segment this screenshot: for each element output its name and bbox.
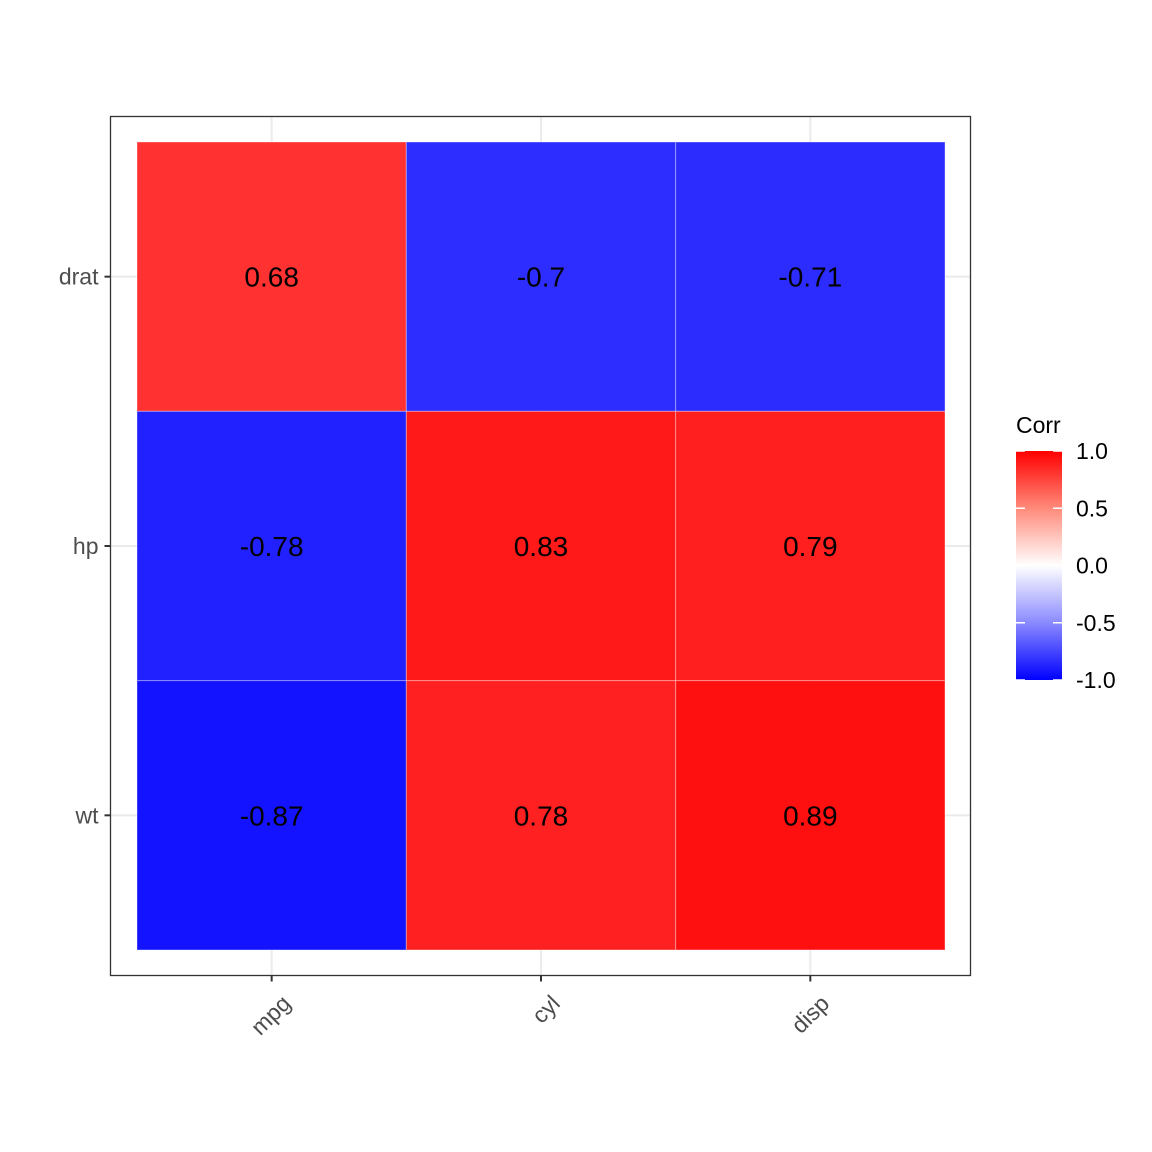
y-axis-tick-label: drat xyxy=(59,264,99,290)
legend-tick-label: 0.5 xyxy=(1076,495,1108,521)
x-axis-tick-label: disp xyxy=(786,990,834,1038)
color-legend: Corr 1.0 0.5 0.0 -0.5 -1.0 xyxy=(1016,412,1116,693)
cell-value-label: 0.68 xyxy=(244,262,299,293)
y-axis: drat hp wt xyxy=(59,264,111,828)
legend-tick-label: -0.5 xyxy=(1076,610,1116,636)
legend-tick-label: -1.0 xyxy=(1076,667,1116,693)
x-axis-tick-label: cyl xyxy=(527,990,565,1028)
heatmap-cell-wt-disp xyxy=(675,680,946,951)
x-axis-tick-label: mpg xyxy=(246,990,296,1040)
cell-value-label: -0.78 xyxy=(240,531,304,562)
cell-value-label: -0.71 xyxy=(778,262,842,293)
cell-value-label: 0.79 xyxy=(783,531,838,562)
x-axis: mpg cyl disp xyxy=(246,975,834,1040)
legend-title: Corr xyxy=(1016,412,1061,438)
cell-value-label: 0.78 xyxy=(514,800,569,831)
legend-tick-label: 1.0 xyxy=(1076,438,1108,464)
heatmap-cell-wt-mpg xyxy=(136,680,407,951)
cell-value-labels: 0.68 -0.7 -0.71 -0.78 0.83 0.79 -0.87 0.78 0.89 xyxy=(240,262,842,832)
heatmap-cells xyxy=(136,141,946,951)
cell-value-label: -0.87 xyxy=(240,800,304,831)
heatmap-cell-hp-disp xyxy=(675,410,946,682)
heatmap-cell-wt-cyl xyxy=(405,680,677,951)
cell-value-label: 0.83 xyxy=(514,531,569,562)
y-axis-tick-label: wt xyxy=(75,802,100,828)
heatmap-cell-hp-cyl xyxy=(405,410,677,682)
heatmap-cell-drat-mpg xyxy=(136,141,407,412)
legend-tick-label: 0.0 xyxy=(1076,553,1108,579)
cell-value-label: -0.7 xyxy=(517,262,565,293)
y-axis-tick-label: hp xyxy=(73,533,99,559)
heatmap-cell-drat-disp xyxy=(675,141,946,412)
cell-value-label: 0.89 xyxy=(783,800,838,831)
heatmap-cell-hp-mpg xyxy=(136,410,407,682)
